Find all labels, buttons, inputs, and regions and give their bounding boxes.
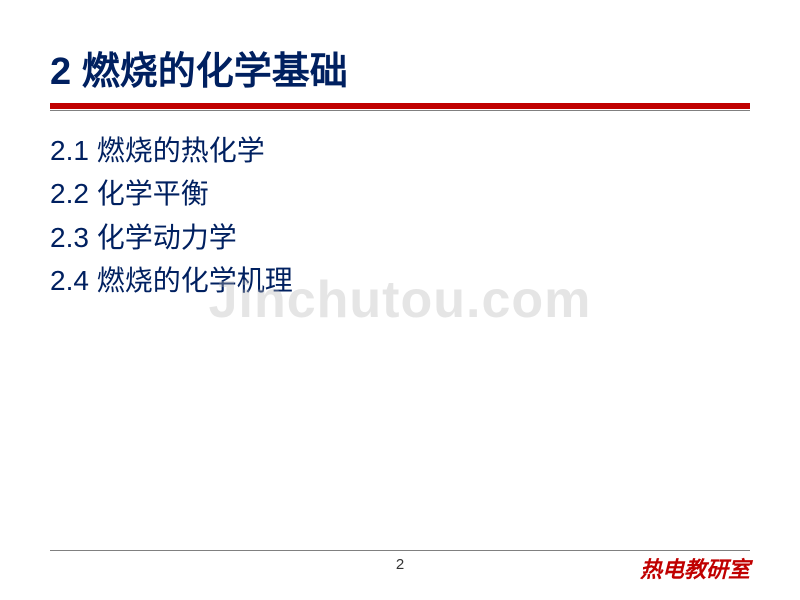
toc-item: 2.1 燃烧的热化学 [50, 129, 750, 172]
underline-thin-bar [50, 110, 750, 111]
title-underline [50, 103, 750, 111]
toc-item: 2.2 化学平衡 [50, 172, 750, 215]
slide-title: 2 燃烧的化学基础 [50, 40, 750, 95]
footer-label: 热电教研室 [640, 552, 750, 584]
underline-red-bar [50, 103, 750, 109]
toc-item: 2.4 燃烧的化学机理 [50, 259, 750, 302]
slide: 2 燃烧的化学基础 2.1 燃烧的热化学 2.2 化学平衡 2.3 化学动力学 … [0, 0, 800, 600]
toc-item: 2.3 化学动力学 [50, 216, 750, 259]
toc-list: 2.1 燃烧的热化学 2.2 化学平衡 2.3 化学动力学 2.4 燃烧的化学机… [50, 129, 750, 303]
footer-divider [50, 550, 750, 551]
page-number: 2 [396, 556, 404, 573]
footer: 2 热电教研室 [0, 550, 800, 580]
